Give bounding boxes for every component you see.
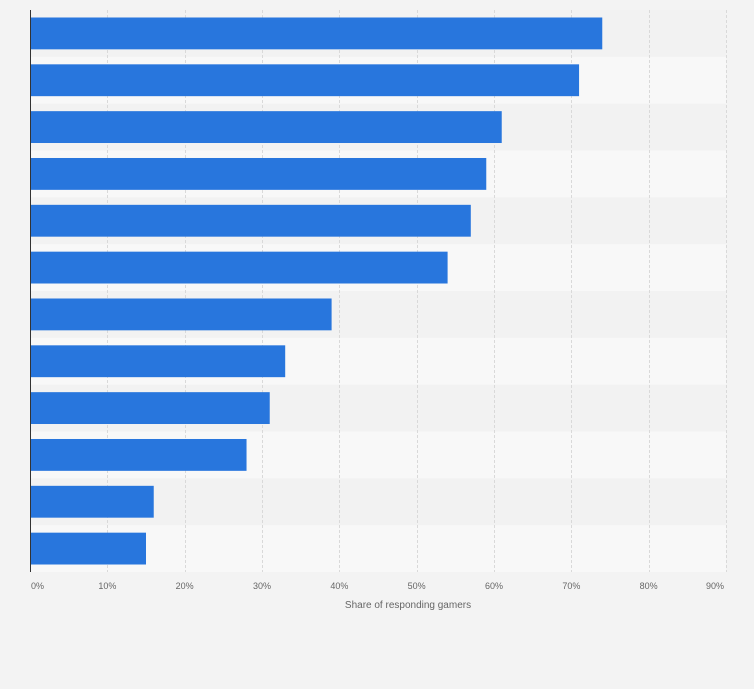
bar[interactable] [30, 64, 580, 97]
bar[interactable] [30, 157, 487, 190]
bar[interactable] [30, 345, 286, 378]
bar[interactable] [30, 17, 603, 50]
gridlines [107, 10, 727, 572]
x-tick-label: 0% [31, 581, 44, 591]
x-tick-label: 10% [98, 581, 116, 591]
bar[interactable] [30, 298, 332, 331]
x-tick-label: 90% [706, 581, 724, 591]
x-tick-label: 50% [408, 581, 426, 591]
bar[interactable] [30, 111, 502, 144]
bar[interactable] [30, 485, 154, 518]
x-axis-title: Share of responding gamers [345, 600, 471, 611]
x-tick-label: 80% [640, 581, 658, 591]
x-tick-label: 20% [176, 581, 194, 591]
x-tick-label: 70% [562, 581, 580, 591]
bar[interactable] [30, 251, 448, 284]
x-tick-label: 60% [485, 581, 503, 591]
bar[interactable] [30, 532, 146, 565]
bar[interactable] [30, 438, 247, 471]
bars [30, 17, 603, 565]
x-axis-ticks: 0% 10% 20% 30% 40% 50% 60% 70% 80% 90% [31, 581, 724, 591]
bar[interactable] [30, 204, 471, 237]
bar[interactable] [30, 392, 270, 425]
x-tick-label: 30% [253, 581, 271, 591]
x-tick-label: 40% [330, 581, 348, 591]
